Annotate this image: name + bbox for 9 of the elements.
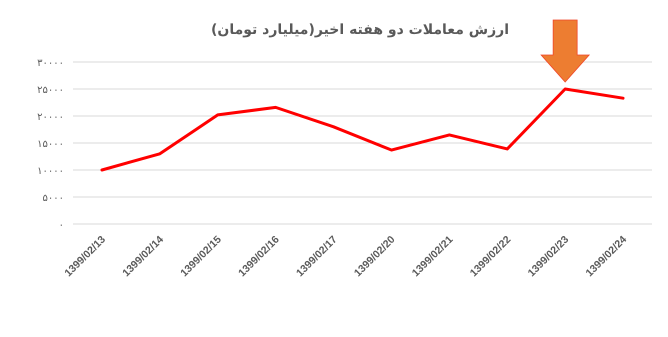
line-series (100, 88, 625, 172)
y-tick-label: ۱۵۰۰۰ (37, 139, 64, 150)
y-tick-label: ۵۰۰۰ (42, 193, 64, 204)
y-tick-label: ۳۰۰۰۰ (37, 58, 64, 69)
chart-title: ارزش معاملات دو هفته اخیر(میلیارد تومان) (210, 22, 510, 38)
y-tick-label: ۲۵۰۰۰ (37, 85, 64, 96)
y-tick-label: ۲۰۰۰۰ (37, 112, 64, 123)
y-tick-label: ۰ (58, 220, 64, 231)
y-tick-label: ۱۰۰۰۰ (37, 166, 64, 177)
